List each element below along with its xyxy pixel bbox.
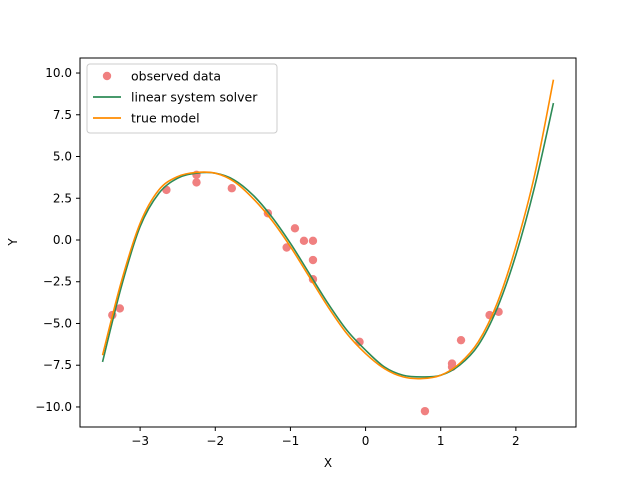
data-point-observed-data-5 [227, 184, 237, 193]
x-tick-label: 1 [437, 434, 445, 448]
x-tick-label: −3 [131, 434, 149, 448]
plot-content [101, 79, 555, 416]
legend-label: true model [131, 111, 200, 126]
data-point-observed-data-17 [456, 335, 466, 345]
y-tick-label: 2.5 [53, 191, 72, 205]
legend: observed data linear system solver true mo… [86, 63, 278, 134]
data-point-observed-data-10 [308, 236, 318, 246]
data-point-observed-data-13 [355, 337, 364, 347]
legend-marker [102, 71, 112, 81]
y-tick-label: −10.0 [35, 400, 72, 414]
plot-area [101, 79, 555, 416]
x-tick-label: 2 [512, 434, 520, 448]
y-tick-label: −2.5 [43, 275, 72, 289]
x-tick-label: −1 [282, 434, 300, 448]
series-line-linear-system-solver [101, 102, 555, 378]
y-tick-label: 5.0 [53, 150, 72, 164]
data-point-observed-data-8 [290, 224, 300, 233]
y-tick-label: 10.0 [45, 66, 72, 80]
series-line-true-model [101, 79, 555, 380]
legend-label: linear system solver [131, 90, 258, 105]
data-point-observed-data-1 [115, 304, 125, 313]
y-tick-label: 7.5 [53, 108, 72, 122]
axes: −3 −2 −1 0 1 2 −10.0 −7.5 −5.0 −2.5 0.0 2.5 5.0 7.5 10… [35, 57, 577, 448]
data-point-observed-data-11 [308, 255, 318, 265]
data-point-observed-data-14 [420, 406, 430, 416]
x-axis-label: X [324, 456, 332, 470]
y-axis-label: Y [6, 238, 20, 247]
y-tick-label: −7.5 [43, 358, 72, 372]
legend-box [86, 63, 278, 134]
y-tick-label: 0.0 [53, 233, 72, 247]
data-point-observed-data-2 [162, 185, 171, 195]
y-tick-label: −5.0 [43, 316, 72, 330]
data-point-observed-data-4 [192, 178, 201, 187]
x-tick-label: −2 [206, 434, 224, 448]
axes-frame [79, 57, 577, 428]
data-point-observed-data-9 [299, 236, 309, 246]
legend-label: observed data [131, 69, 221, 84]
x-tick-label: 0 [362, 434, 370, 448]
